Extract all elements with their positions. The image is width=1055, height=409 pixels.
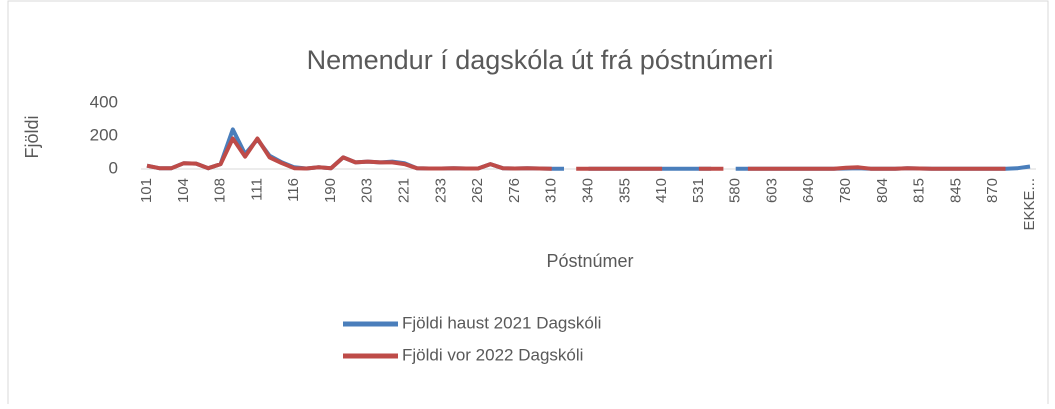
- x-tick-label: 815: [911, 178, 928, 203]
- y-tick-label: 200: [90, 125, 118, 144]
- x-tick-label: 101: [138, 178, 155, 203]
- x-tick-label: 276: [506, 178, 523, 203]
- legend-label: Fjöldi haust 2021 Dagskóli: [402, 313, 601, 332]
- x-tick-label: 233: [432, 178, 449, 203]
- x-tick-label: 116: [285, 178, 302, 202]
- x-tick-label: 340: [579, 178, 596, 203]
- x-tick-label: 804: [874, 178, 891, 203]
- x-tick-label: 203: [359, 178, 376, 203]
- x-tick-label: 603: [763, 178, 780, 203]
- x-axis-title: Póstnúmer: [546, 251, 633, 271]
- x-tick-label: 780: [837, 178, 854, 203]
- x-tick-label: 190: [322, 178, 339, 203]
- legend-label: Fjöldi vor 2022 Dagskóli: [402, 345, 583, 364]
- x-tick-label: 870: [984, 178, 1001, 203]
- x-tick-label: 310: [543, 178, 560, 203]
- x-tick-label: EKKE...: [1021, 178, 1038, 231]
- chart-title: Nemendur í dagskóla út frá póstnúmeri: [307, 45, 774, 75]
- x-tick-label: 531: [690, 178, 707, 203]
- chart-frame: [7, 0, 1049, 409]
- x-tick-label: 262: [469, 178, 486, 203]
- y-tick-label: 0: [109, 158, 118, 177]
- x-tick-label: 640: [800, 178, 817, 203]
- y-axis-title: Fjöldi: [22, 115, 42, 158]
- x-tick-label: 104: [175, 178, 192, 203]
- x-tick-label: 221: [396, 178, 413, 203]
- x-tick-label: 108: [212, 178, 229, 203]
- x-tick-label: 845: [947, 178, 964, 203]
- x-tick-label: 111: [248, 178, 265, 201]
- x-tick-label: 410: [653, 178, 670, 203]
- x-tick-label: 580: [727, 178, 744, 203]
- y-tick-label: 400: [90, 92, 118, 111]
- x-tick-label: 355: [616, 178, 633, 203]
- series-line: [146, 136, 1006, 171]
